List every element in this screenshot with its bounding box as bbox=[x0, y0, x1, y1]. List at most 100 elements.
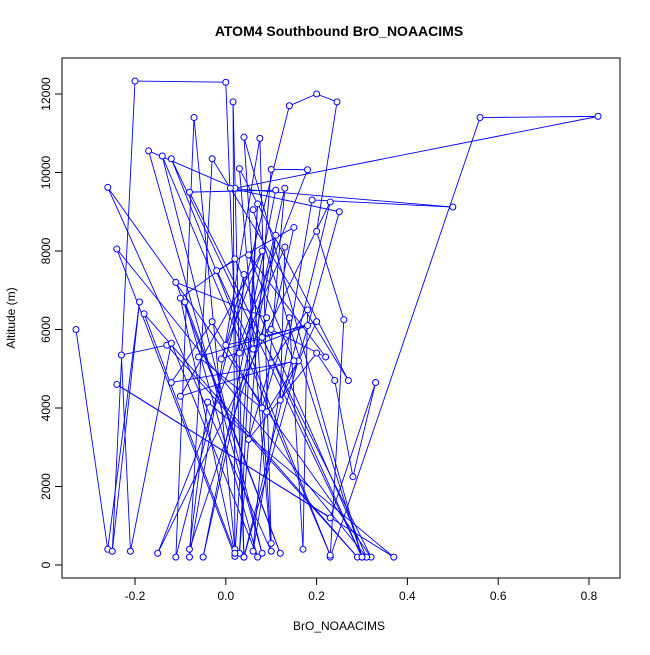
data-point bbox=[168, 379, 174, 385]
data-point bbox=[255, 201, 261, 207]
data-point bbox=[259, 248, 265, 254]
series-segment bbox=[130, 343, 171, 551]
data-point bbox=[268, 327, 274, 333]
data-point bbox=[186, 189, 192, 195]
data-point bbox=[305, 167, 311, 173]
data-point bbox=[595, 113, 601, 119]
data-point bbox=[168, 340, 174, 346]
x-tick-label: 0.2 bbox=[308, 589, 325, 603]
data-point bbox=[127, 548, 133, 554]
data-point bbox=[196, 354, 202, 360]
y-tick-label: 0 bbox=[39, 561, 53, 568]
series-segment bbox=[317, 102, 337, 232]
y-tick-label: 10000 bbox=[39, 155, 53, 189]
data-point bbox=[282, 244, 288, 250]
data-point bbox=[373, 379, 379, 385]
series-segment bbox=[117, 249, 235, 556]
data-point bbox=[286, 103, 292, 109]
data-point bbox=[214, 268, 220, 274]
data-point bbox=[314, 350, 320, 356]
data-point bbox=[155, 550, 161, 556]
data-point bbox=[118, 352, 124, 358]
data-point bbox=[277, 550, 283, 556]
data-point bbox=[268, 166, 274, 172]
data-point bbox=[236, 166, 242, 172]
data-point bbox=[241, 134, 247, 140]
data-point bbox=[73, 327, 79, 333]
data-point bbox=[264, 409, 270, 415]
series-segment bbox=[353, 382, 376, 476]
data-point bbox=[282, 185, 288, 191]
data-point bbox=[264, 315, 270, 321]
data-point bbox=[291, 358, 297, 364]
data-point bbox=[246, 252, 252, 258]
data-point bbox=[327, 199, 333, 205]
data-point bbox=[159, 153, 165, 159]
data-point bbox=[341, 317, 347, 323]
data-point bbox=[286, 315, 292, 321]
series-segment bbox=[176, 118, 194, 558]
data-point bbox=[137, 299, 143, 305]
data-point bbox=[227, 185, 233, 191]
series-segment bbox=[135, 81, 226, 82]
data-point bbox=[223, 342, 229, 348]
y-tick-label: 8000 bbox=[39, 237, 53, 264]
data-point bbox=[146, 148, 152, 154]
y-tick-label: 4000 bbox=[39, 394, 53, 421]
data-point bbox=[241, 272, 247, 278]
data-point bbox=[191, 115, 197, 121]
x-axis-label: BrO_NOAACIMS bbox=[293, 619, 385, 633]
data-point bbox=[327, 552, 333, 558]
data-point bbox=[323, 354, 329, 360]
data-point bbox=[305, 307, 311, 313]
data-point bbox=[314, 228, 320, 234]
data-point bbox=[186, 546, 192, 552]
x-tick-label: -0.2 bbox=[125, 589, 146, 603]
data-point bbox=[230, 99, 236, 105]
series-segment bbox=[76, 330, 108, 550]
series-segment bbox=[230, 188, 452, 207]
y-axis: 0 2000 4000 6000 8000 10000 12000 bbox=[39, 77, 62, 568]
data-point bbox=[173, 554, 179, 560]
series-segment bbox=[112, 302, 139, 551]
series-segment bbox=[121, 345, 166, 355]
y-tick-label: 2000 bbox=[39, 473, 53, 500]
data-point bbox=[273, 187, 279, 193]
data-point bbox=[246, 436, 252, 442]
data-point bbox=[257, 135, 263, 141]
data-point bbox=[232, 256, 238, 262]
data-point bbox=[223, 79, 229, 85]
data-point bbox=[305, 323, 311, 329]
y-tick-label: 12000 bbox=[39, 77, 53, 111]
x-axis: -0.2 0.0 0.2 0.4 0.6 0.8 bbox=[125, 578, 598, 603]
x-tick-label: 0.6 bbox=[490, 589, 507, 603]
data-point bbox=[132, 78, 138, 84]
y-axis-label: Altitude (m) bbox=[4, 287, 18, 348]
data-point bbox=[314, 91, 320, 97]
series-segment bbox=[330, 118, 480, 558]
series-segment bbox=[289, 318, 303, 550]
x-tick-label: 0.4 bbox=[399, 589, 416, 603]
series-segment bbox=[189, 402, 207, 549]
x-tick-label: 0.8 bbox=[581, 589, 598, 603]
data-point bbox=[309, 197, 315, 203]
data-point bbox=[250, 548, 256, 554]
data-point bbox=[359, 554, 365, 560]
data-point bbox=[205, 399, 211, 405]
data-point bbox=[209, 156, 215, 162]
data-point bbox=[141, 311, 147, 317]
data-point bbox=[477, 115, 483, 121]
series-segment bbox=[108, 302, 140, 549]
data-point bbox=[268, 540, 274, 546]
y-tick-label: 6000 bbox=[39, 316, 53, 343]
data-point bbox=[273, 232, 279, 238]
data-point bbox=[291, 224, 297, 230]
data-point bbox=[334, 99, 340, 105]
data-point bbox=[259, 334, 265, 340]
data-point bbox=[314, 319, 320, 325]
x-tick-label: 0.0 bbox=[217, 589, 234, 603]
series-segment bbox=[480, 116, 598, 117]
data-point bbox=[236, 350, 242, 356]
data-point bbox=[391, 554, 397, 560]
